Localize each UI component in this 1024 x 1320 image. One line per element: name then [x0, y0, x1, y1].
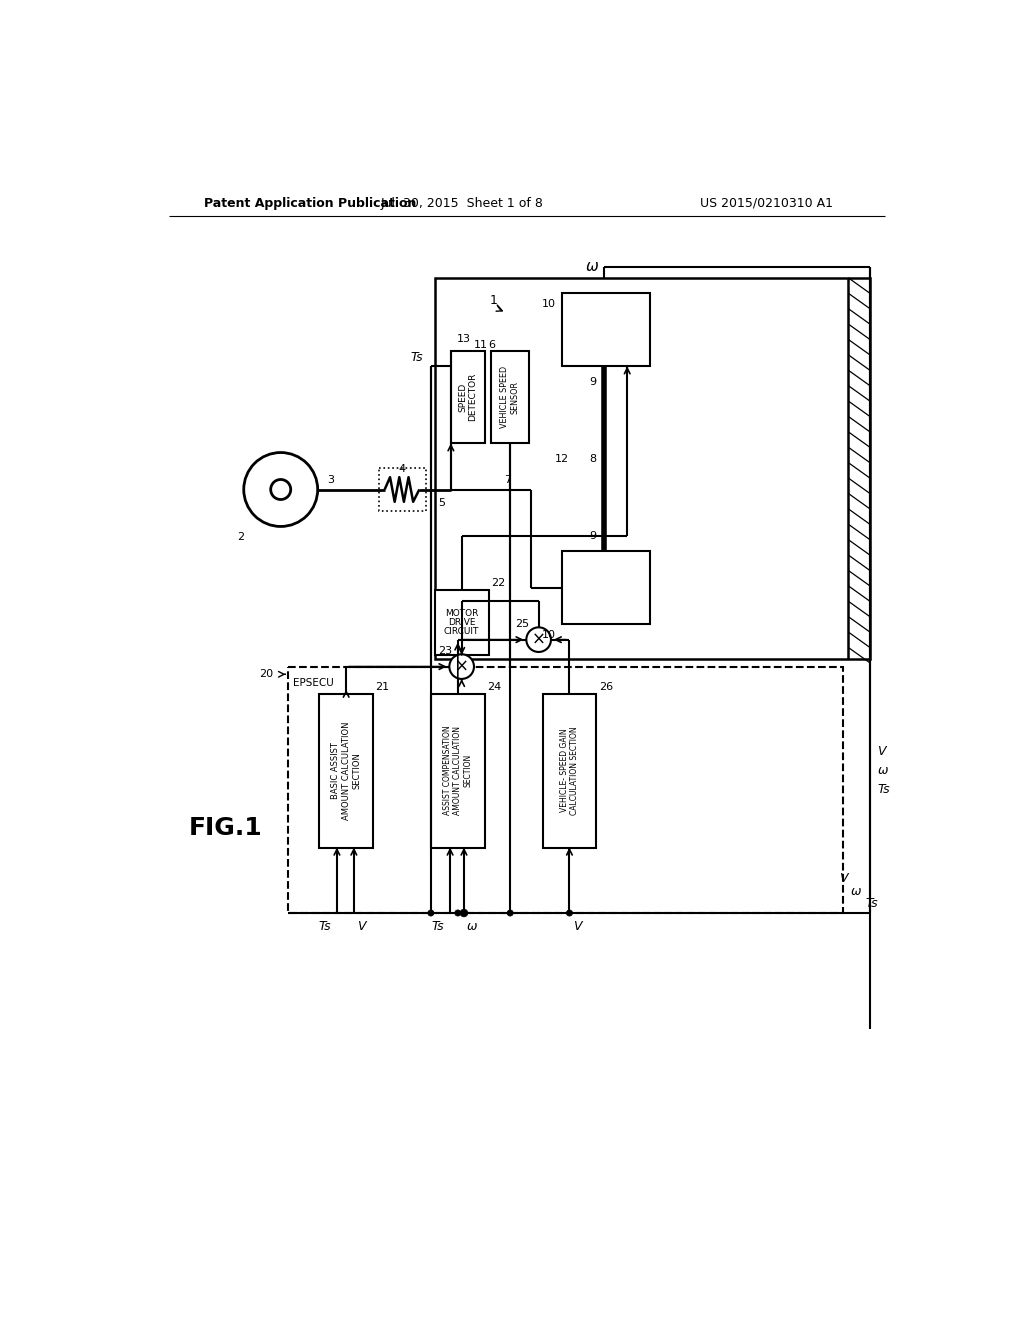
Text: Ts: Ts	[318, 920, 331, 933]
Text: US 2015/0210310 A1: US 2015/0210310 A1	[700, 197, 834, 210]
Text: DRIVE: DRIVE	[447, 618, 475, 627]
Text: ASSIST COMPENSATION
AMOUNT CALCULATION
SECTION: ASSIST COMPENSATION AMOUNT CALCULATION S…	[443, 726, 473, 816]
Text: 7: 7	[504, 475, 511, 486]
Text: 21: 21	[376, 682, 389, 693]
Text: BASIC ASSIST
AMOUNT CALCULATION
SECTION: BASIC ASSIST AMOUNT CALCULATION SECTION	[331, 721, 361, 820]
Text: 4: 4	[398, 465, 406, 474]
Bar	[562, 552, 650, 624]
Bar	[289, 667, 843, 913]
Text: 20: 20	[259, 669, 273, 680]
Text: VEHICLE- SPEED GAIN
CALCULATION SECTION: VEHICLE- SPEED GAIN CALCULATION SECTION	[560, 726, 580, 814]
Bar	[319, 693, 373, 847]
Text: 26: 26	[599, 682, 612, 693]
Text: V: V	[357, 920, 366, 933]
Text: V: V	[839, 871, 847, 884]
Text: 5: 5	[438, 499, 445, 508]
Bar	[490, 351, 529, 444]
Text: 9: 9	[589, 531, 596, 541]
Text: ω: ω	[467, 920, 477, 933]
Text: 3: 3	[328, 475, 334, 486]
Text: 13: 13	[457, 334, 471, 343]
Bar	[543, 693, 596, 847]
Text: 24: 24	[487, 682, 502, 693]
Text: V: V	[878, 744, 886, 758]
Circle shape	[270, 479, 291, 499]
Text: 1: 1	[490, 294, 498, 308]
Bar	[435, 277, 869, 659]
Text: V: V	[572, 920, 581, 933]
Text: ×: ×	[455, 657, 469, 676]
Text: Ts: Ts	[878, 783, 890, 796]
Bar	[451, 351, 484, 444]
Text: 10: 10	[542, 631, 556, 640]
Circle shape	[460, 909, 468, 917]
Text: 8: 8	[589, 454, 596, 463]
Text: 9: 9	[589, 376, 596, 387]
Text: VEHICLE SPEED
SENSOR: VEHICLE SPEED SENSOR	[501, 366, 520, 428]
Text: 22: 22	[490, 578, 505, 589]
Circle shape	[450, 655, 474, 678]
Text: Ts: Ts	[431, 920, 444, 933]
Circle shape	[507, 909, 513, 916]
Text: 11: 11	[474, 339, 487, 350]
Circle shape	[244, 453, 317, 527]
Text: 23: 23	[437, 647, 452, 656]
Text: CIRCUIT: CIRCUIT	[444, 627, 479, 636]
Text: ω: ω	[586, 260, 599, 275]
Text: EPSECU: EPSECU	[293, 678, 334, 688]
Circle shape	[526, 627, 551, 652]
Bar	[435, 590, 488, 655]
Bar	[379, 469, 426, 511]
Circle shape	[566, 909, 572, 916]
Circle shape	[455, 909, 461, 916]
Text: MOTOR: MOTOR	[445, 609, 478, 618]
Text: ×: ×	[531, 631, 546, 648]
Text: 12: 12	[555, 454, 568, 463]
Text: SPEED
DETECTOR: SPEED DETECTOR	[458, 374, 477, 421]
Bar	[562, 293, 650, 367]
Text: 10: 10	[542, 300, 556, 309]
Text: Patent Application Publication: Patent Application Publication	[204, 197, 416, 210]
Text: 25: 25	[515, 619, 528, 630]
Text: 6: 6	[487, 339, 495, 350]
Text: 2: 2	[238, 532, 245, 543]
Text: Jul. 30, 2015  Sheet 1 of 8: Jul. 30, 2015 Sheet 1 of 8	[380, 197, 543, 210]
Text: ω: ω	[851, 884, 861, 898]
Circle shape	[428, 909, 434, 916]
Text: Ts: Ts	[411, 351, 423, 363]
Bar	[431, 693, 484, 847]
Text: FIG.1: FIG.1	[188, 816, 262, 841]
Text: Ts: Ts	[865, 898, 878, 911]
Text: ω: ω	[878, 764, 888, 777]
